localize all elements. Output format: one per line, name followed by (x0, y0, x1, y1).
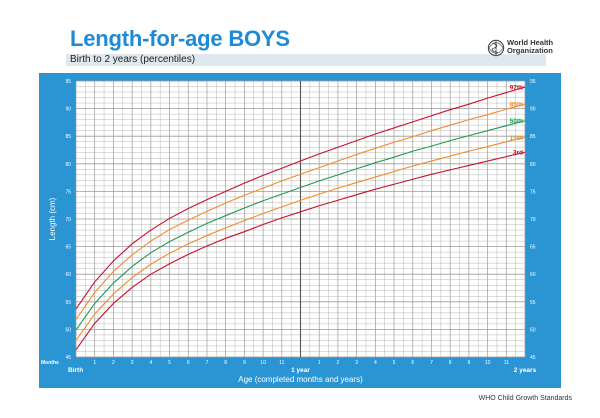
x-tick-label: 5 (393, 360, 396, 366)
y-tick-label-left: 65 (65, 245, 71, 251)
x-tick-label: 4 (374, 360, 377, 366)
y-tick-label-right: 70 (530, 217, 536, 223)
series-label-15th: 15th (510, 135, 523, 142)
y-tick-label-left: 70 (65, 217, 71, 223)
series-line-85th (75, 103, 526, 320)
x-axis-label: Age (completed months and years) (238, 375, 363, 384)
x-tick-label: 10 (260, 360, 266, 366)
y-tick-label-right: 95 (530, 79, 536, 85)
x-tick-label: 2 (337, 360, 340, 366)
y-tick-label-left: 75 (65, 189, 71, 195)
y-tick-label-left: 85 (65, 134, 71, 140)
x-tick-label: 3 (131, 360, 134, 366)
chart-subtitle: Birth to 2 years (percentiles) (70, 54, 196, 65)
title-underline-bar (66, 54, 546, 66)
y-tick-label-left: 45 (65, 355, 71, 361)
series-label-3rd: 3rd (513, 150, 523, 157)
x-tick-label: 7 (430, 360, 433, 366)
x-tick-label: 1 (318, 360, 321, 366)
y-tick-label-left: 60 (65, 272, 71, 278)
x-tick-label: 8 (224, 360, 227, 366)
x-tick-label-major: 1 year (291, 367, 310, 374)
y-axis-label: Length (cm) (48, 197, 57, 240)
x-tick-label: 6 (411, 360, 414, 366)
footer-source: WHO Child Growth Standards (478, 395, 572, 402)
x-tick-label: 1 (93, 360, 96, 366)
y-tick-label-left: 95 (65, 79, 71, 85)
organization-name-line1: World Health (507, 38, 554, 47)
who-emblem-icon (487, 39, 505, 57)
x-tick-label: 6 (187, 360, 190, 366)
x-unit-label: Months (41, 360, 59, 366)
x-tick-label: 8 (449, 360, 452, 366)
x-tick-label: 9 (467, 360, 470, 366)
organization-name: World Health Organization (507, 39, 553, 55)
y-tick-label-right: 85 (530, 134, 536, 140)
y-tick-label-right: 55 (530, 300, 536, 306)
y-tick-label-left: 80 (65, 162, 71, 168)
series-label-97th: 97th (510, 85, 523, 92)
y-tick-label-right: 90 (530, 107, 536, 113)
y-tick-label-left: 90 (65, 107, 71, 113)
y-tick-label-right: 80 (530, 162, 536, 168)
x-tick-label: 11 (504, 360, 509, 366)
x-tick-label-major: 2 years (514, 367, 537, 374)
x-tick-label: 7 (206, 360, 209, 366)
organization-name-line2: Organization (507, 46, 553, 55)
y-tick-label-right: 50 (530, 327, 536, 333)
series-label-50th: 50th (510, 118, 523, 125)
y-tick-label-right: 65 (530, 245, 536, 251)
series-line-3rd (75, 151, 526, 351)
x-tick-label: 3 (355, 360, 358, 366)
series-line-97th (75, 86, 526, 310)
series-label-85th: 85th (510, 102, 523, 109)
y-tick-label-right: 75 (530, 189, 536, 195)
x-tick-label: 11 (279, 360, 284, 366)
x-tick-label: 9 (243, 360, 246, 366)
x-tick-label: 4 (149, 360, 152, 366)
y-tick-label-right: 60 (530, 272, 536, 278)
x-tick-label: 5 (168, 360, 171, 366)
series-line-50th (75, 120, 526, 331)
y-tick-label-left: 50 (65, 327, 71, 333)
chart-title: Length-for-age BOYS (70, 26, 290, 51)
x-tick-label: 10 (485, 360, 491, 366)
y-tick-label-left: 55 (65, 300, 71, 306)
y-tick-label-right: 45 (530, 355, 536, 361)
series-line-15th (75, 136, 526, 341)
x-tick-label-major: Birth (68, 367, 83, 374)
x-tick-label: 2 (112, 360, 115, 366)
